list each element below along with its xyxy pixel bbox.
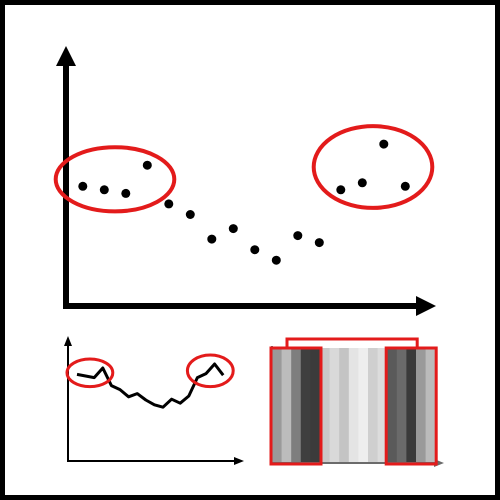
line-highlight-ellipse [65,357,115,389]
scatter-axes [56,46,436,316]
scatter-point [400,181,410,191]
strip-stripe [387,348,398,462]
line-highlight-ellipse [185,353,235,389]
strip-stripe [339,348,350,462]
scatter-highlight-ellipse [311,124,435,210]
scatter-point [185,210,195,219]
scatter-point [78,181,88,191]
scatter-point [357,178,367,188]
line-axes [64,336,244,465]
strip-stripe [348,348,359,462]
strip-stripe [358,348,369,462]
scatter-point [228,224,238,234]
line-x-axis-arrowhead [234,457,244,465]
strip-highlight-box [384,346,438,466]
strip-stripe [368,348,378,462]
strip-stripes [272,348,436,462]
scatter-points [78,139,410,265]
scatter-point [207,234,217,244]
strip-stripe [425,348,436,462]
line-highlights [65,353,235,389]
scatter-point [164,199,174,209]
line-series [76,362,225,409]
scatter-point [293,231,303,241]
strip-stripe [272,348,282,462]
strip-stripe [320,348,330,462]
scatter-point [121,188,131,198]
scatter-point [99,185,109,195]
strip-stripe [310,348,321,462]
strip-stripe [300,348,311,462]
scatter-point [271,255,281,265]
strip-stripe [329,348,340,462]
scatter-highlight-ellipse [53,145,177,214]
scatter-point [250,245,260,255]
scatter-point [314,238,324,248]
scatter-x-axis-arrowhead [416,296,436,316]
strip-stripe [416,348,426,462]
scatter-point [379,139,389,149]
strip-highlights [269,337,438,466]
strip-bracket [285,337,419,348]
strip-stripe [281,348,292,462]
scatter-y-axis-arrowhead [56,46,76,66]
strip-stripe [291,348,302,462]
strip-highlight-box [269,346,323,466]
strip-stripe [377,348,388,462]
line-y-axis-arrowhead [64,336,72,346]
scatter-point [336,185,346,195]
strip-stripe [406,348,417,462]
strip-stripe [396,348,407,462]
scatter-highlights [53,124,435,214]
scatter-point [142,160,152,170]
